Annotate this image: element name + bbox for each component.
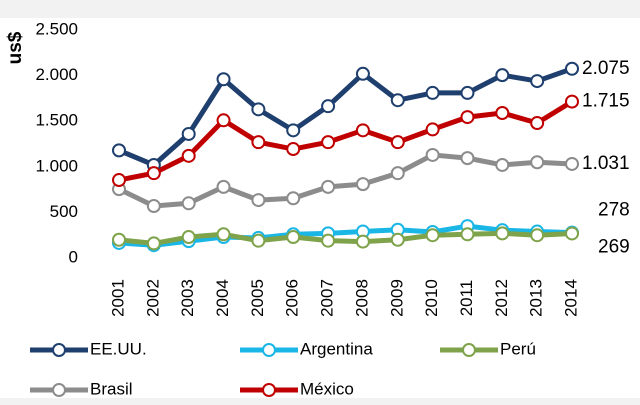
point xyxy=(390,93,405,108)
point xyxy=(530,155,545,170)
point xyxy=(216,227,231,242)
point xyxy=(390,166,405,181)
x-tick-label: 2004 xyxy=(213,279,232,317)
point xyxy=(321,179,336,194)
y-tick-label: 1.500 xyxy=(35,111,78,130)
point xyxy=(425,122,440,137)
point xyxy=(530,116,545,131)
point xyxy=(286,191,301,206)
x-tick-label: 2003 xyxy=(178,279,197,317)
legend-marker xyxy=(52,383,66,397)
point xyxy=(181,126,196,141)
point xyxy=(425,85,440,100)
point xyxy=(321,99,336,114)
legend-label: México xyxy=(300,379,354,398)
point xyxy=(286,123,301,138)
x-tick-label: 2005 xyxy=(248,279,267,317)
point xyxy=(181,148,196,163)
data-label: 1.031 xyxy=(582,153,630,174)
x-tick-label: 2011 xyxy=(457,280,476,317)
x-tick-label: 2002 xyxy=(143,279,162,317)
legend-marker xyxy=(262,343,276,357)
point xyxy=(425,147,440,162)
point xyxy=(460,151,475,166)
point xyxy=(286,142,301,157)
point xyxy=(146,199,161,214)
y-tick-label: 2.000 xyxy=(35,65,78,84)
point xyxy=(530,228,545,243)
point xyxy=(460,227,475,242)
point xyxy=(565,156,579,171)
legend-marker xyxy=(462,343,476,357)
y-axis-label: us$ xyxy=(5,31,26,64)
point xyxy=(216,72,231,87)
legend-label: Perú xyxy=(500,339,536,358)
point xyxy=(565,94,579,109)
point xyxy=(390,232,405,247)
y-tick-label: 500 xyxy=(50,202,78,221)
point xyxy=(251,233,266,248)
bottom-band xyxy=(0,398,640,405)
point xyxy=(425,228,440,243)
point xyxy=(390,135,405,150)
top-band xyxy=(0,0,640,18)
point xyxy=(460,110,475,125)
point xyxy=(146,166,161,181)
x-tick-label: 2010 xyxy=(422,279,441,317)
point xyxy=(355,66,370,81)
point xyxy=(355,177,370,192)
point xyxy=(565,61,579,76)
point xyxy=(286,230,301,245)
point xyxy=(495,105,510,120)
x-tick-label: 2014 xyxy=(561,279,580,317)
x-tick-label: 2001 xyxy=(108,279,127,317)
data-label: 2.075 xyxy=(582,58,630,79)
point xyxy=(460,85,475,100)
data-label: 278 xyxy=(598,200,630,221)
point xyxy=(251,102,266,117)
x-tick-label: 2013 xyxy=(527,279,546,317)
point xyxy=(181,230,196,245)
legend-marker xyxy=(52,343,66,357)
point xyxy=(355,234,370,249)
data-label: 269 xyxy=(598,236,630,257)
point xyxy=(251,193,266,208)
point xyxy=(355,123,370,138)
point xyxy=(112,143,126,158)
point xyxy=(216,113,231,128)
x-tick-label: 2012 xyxy=(492,279,511,317)
legend-label: Brasil xyxy=(90,379,133,398)
y-tick-label: 0 xyxy=(69,247,78,266)
point xyxy=(181,196,196,211)
y-tick-label: 2.500 xyxy=(35,19,78,38)
point xyxy=(321,233,336,248)
point xyxy=(495,157,510,172)
y-tick-label: 1.000 xyxy=(35,156,78,175)
data-label: 1.715 xyxy=(582,91,630,112)
point xyxy=(495,68,510,83)
x-tick-label: 2009 xyxy=(387,279,406,317)
point xyxy=(530,74,545,89)
point xyxy=(495,226,510,241)
point xyxy=(216,179,231,194)
legend-label: EE.UU. xyxy=(90,339,147,358)
x-tick-label: 2007 xyxy=(318,279,337,317)
point xyxy=(565,226,579,241)
point xyxy=(112,173,126,188)
point xyxy=(146,236,161,251)
point xyxy=(251,135,266,150)
legend-label: Argentina xyxy=(300,339,373,358)
x-tick-label: 2008 xyxy=(352,279,371,317)
x-tick-label: 2006 xyxy=(283,279,302,317)
point xyxy=(112,232,126,247)
legend-marker xyxy=(262,383,276,397)
point xyxy=(321,135,336,150)
